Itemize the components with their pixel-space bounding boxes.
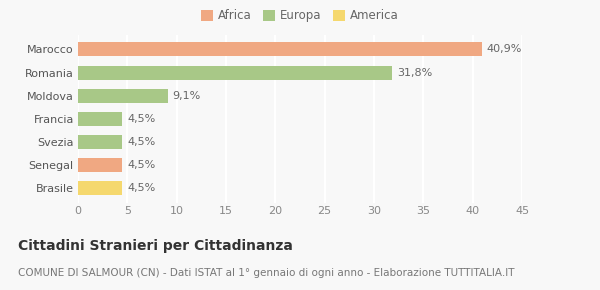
- Text: 9,1%: 9,1%: [173, 91, 201, 101]
- Text: Cittadini Stranieri per Cittadinanza: Cittadini Stranieri per Cittadinanza: [18, 239, 293, 253]
- Bar: [78, 135, 122, 149]
- Bar: [78, 158, 122, 172]
- Text: 40,9%: 40,9%: [487, 44, 522, 55]
- Bar: [78, 89, 168, 103]
- Text: COMUNE DI SALMOUR (CN) - Dati ISTAT al 1° gennaio di ogni anno - Elaborazione TU: COMUNE DI SALMOUR (CN) - Dati ISTAT al 1…: [18, 268, 515, 278]
- Bar: [78, 182, 122, 195]
- Text: 31,8%: 31,8%: [397, 68, 432, 77]
- Bar: [78, 42, 482, 56]
- Text: 4,5%: 4,5%: [127, 114, 155, 124]
- Legend: Africa, Europa, America: Africa, Europa, America: [198, 6, 402, 26]
- Text: 4,5%: 4,5%: [127, 137, 155, 147]
- Text: 4,5%: 4,5%: [127, 183, 155, 193]
- Text: 4,5%: 4,5%: [127, 160, 155, 170]
- Bar: [78, 112, 122, 126]
- Bar: [78, 66, 392, 79]
